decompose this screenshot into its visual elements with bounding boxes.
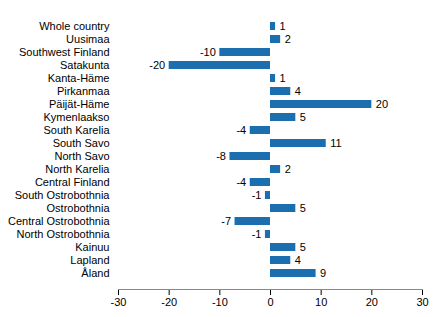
svg-text:4: 4 bbox=[295, 85, 301, 97]
svg-text:Central Ostrobothnia: Central Ostrobothnia bbox=[8, 215, 110, 227]
svg-text:4: 4 bbox=[295, 254, 301, 266]
svg-text:-7: -7 bbox=[221, 215, 231, 227]
svg-text:South Ostrobothnia: South Ostrobothnia bbox=[15, 189, 111, 201]
svg-text:Pirkanmaa: Pirkanmaa bbox=[57, 85, 110, 97]
svg-text:Lapland: Lapland bbox=[70, 254, 109, 266]
svg-text:-8: -8 bbox=[216, 150, 226, 162]
svg-text:5: 5 bbox=[300, 202, 306, 214]
svg-text:-20: -20 bbox=[149, 59, 165, 71]
svg-text:-20: -20 bbox=[161, 296, 177, 308]
svg-text:11: 11 bbox=[330, 137, 341, 149]
svg-text:-30: -30 bbox=[111, 296, 127, 308]
svg-text:30: 30 bbox=[416, 296, 428, 308]
svg-text:-10: -10 bbox=[212, 296, 228, 308]
svg-text:2: 2 bbox=[285, 163, 291, 175]
svg-text:South Karelia: South Karelia bbox=[43, 124, 110, 136]
svg-text:5: 5 bbox=[300, 241, 306, 253]
svg-text:9: 9 bbox=[320, 267, 326, 279]
svg-text:0: 0 bbox=[267, 296, 273, 308]
svg-text:Uusimaa: Uusimaa bbox=[66, 33, 110, 45]
svg-text:Kainuu: Kainuu bbox=[75, 241, 109, 253]
svg-text:North Ostrobothnia: North Ostrobothnia bbox=[17, 228, 111, 240]
svg-text:20: 20 bbox=[366, 296, 378, 308]
svg-text:-1: -1 bbox=[252, 189, 262, 201]
svg-text:Ostrobothnia: Ostrobothnia bbox=[47, 202, 111, 214]
svg-text:North Savo: North Savo bbox=[54, 150, 109, 162]
svg-text:1: 1 bbox=[280, 20, 286, 32]
svg-text:Central Finland: Central Finland bbox=[35, 176, 110, 188]
svg-text:Åland: Åland bbox=[81, 267, 109, 279]
svg-text:20: 20 bbox=[376, 98, 388, 110]
svg-text:Kymenlaakso: Kymenlaakso bbox=[43, 111, 109, 123]
svg-text:Satakunta: Satakunta bbox=[60, 59, 110, 71]
svg-text:5: 5 bbox=[300, 111, 306, 123]
svg-text:-4: -4 bbox=[236, 176, 246, 188]
svg-text:Whole country: Whole country bbox=[39, 20, 110, 32]
svg-text:2: 2 bbox=[285, 33, 291, 45]
svg-text:North Karelia: North Karelia bbox=[45, 163, 110, 175]
svg-text:Kanta-Häme: Kanta-Häme bbox=[48, 72, 110, 84]
svg-text:-1: -1 bbox=[252, 228, 262, 240]
svg-text:-4: -4 bbox=[236, 124, 246, 136]
svg-text:Southwest Finland: Southwest Finland bbox=[19, 46, 110, 58]
svg-text:Päijät-Häme: Päijät-Häme bbox=[49, 98, 110, 110]
svg-text:South Savo: South Savo bbox=[53, 137, 110, 149]
svg-text:-10: -10 bbox=[200, 46, 216, 58]
svg-text:1: 1 bbox=[280, 72, 286, 84]
svg-text:10: 10 bbox=[315, 296, 327, 308]
